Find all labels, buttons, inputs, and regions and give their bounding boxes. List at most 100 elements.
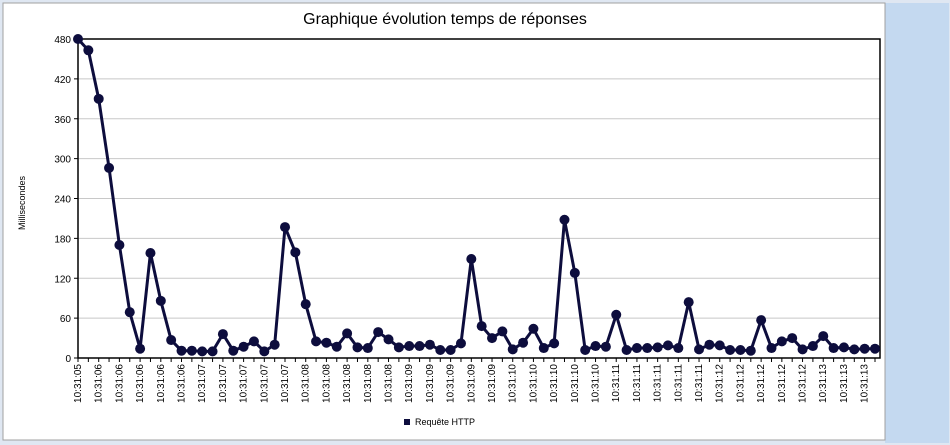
- x-tick-label: 10:31:07: [218, 364, 229, 403]
- point: [435, 345, 446, 356]
- y-tick-label: 0: [65, 354, 71, 365]
- point: [73, 34, 83, 44]
- y-tick-label: 120: [54, 274, 71, 285]
- x-tick-label: 10:31:08: [321, 364, 332, 403]
- point: [497, 326, 508, 337]
- point: [104, 162, 115, 173]
- y-tick-label: 180: [54, 234, 71, 245]
- y-tick-label: 360: [54, 115, 71, 126]
- point: [673, 343, 684, 354]
- point: [269, 339, 280, 350]
- point: [217, 329, 228, 340]
- x-tick-label: 10:31:09: [425, 364, 436, 403]
- point: [642, 343, 653, 354]
- x-tick-label: 10:31:08: [363, 364, 374, 403]
- x-tick-label: 10:31:09: [487, 364, 498, 403]
- x-tick-label: 10:31:12: [777, 364, 788, 403]
- point: [611, 309, 622, 320]
- point: [518, 337, 529, 348]
- point: [704, 339, 715, 350]
- point: [248, 336, 259, 347]
- x-tick-label: 10:31:07: [197, 364, 208, 403]
- point: [631, 343, 642, 354]
- x-tick-label: 10:31:12: [715, 364, 726, 403]
- point: [569, 267, 580, 278]
- point: [197, 346, 208, 357]
- chart-title: Graphique évolution temps de réponses: [303, 11, 587, 28]
- y-tick-label: 60: [60, 314, 72, 325]
- side-panel: [885, 3, 949, 443]
- point: [404, 341, 415, 352]
- x-tick-label: 10:31:10: [570, 364, 581, 403]
- point: [455, 338, 466, 349]
- x-tick-label: 10:31:12: [735, 364, 746, 403]
- x-tick-label: 10:31:10: [508, 364, 519, 403]
- x-tick-label: 10:31:13: [818, 364, 829, 403]
- point: [321, 337, 332, 348]
- legend-swatch: [404, 419, 410, 425]
- point: [725, 345, 736, 356]
- point: [362, 343, 373, 354]
- legend-label: Requête HTTP: [415, 417, 475, 427]
- y-tick-label: 300: [54, 155, 71, 166]
- x-tick-label: 10:31:08: [342, 364, 353, 403]
- x-tick-label: 10:31:11: [632, 364, 643, 403]
- point: [207, 346, 218, 357]
- point: [311, 336, 322, 347]
- x-tick-label: 10:31:10: [549, 364, 560, 403]
- point: [424, 339, 435, 350]
- point: [166, 335, 177, 346]
- point: [756, 315, 767, 326]
- point: [135, 343, 146, 354]
- point: [590, 341, 601, 352]
- point: [83, 45, 94, 56]
- x-tick-label: 10:31:07: [259, 364, 270, 403]
- point: [280, 222, 291, 233]
- point: [621, 345, 632, 356]
- point: [445, 345, 456, 356]
- point: [352, 342, 363, 353]
- point: [331, 341, 342, 352]
- point: [466, 253, 477, 264]
- point: [373, 327, 384, 338]
- point: [838, 342, 849, 353]
- point: [124, 307, 135, 318]
- x-tick-label: 10:31:08: [384, 364, 395, 403]
- point: [145, 247, 156, 258]
- point: [476, 321, 487, 332]
- point: [600, 341, 611, 352]
- point: [259, 346, 270, 357]
- point: [300, 299, 311, 310]
- plot-border: [77, 38, 881, 359]
- point: [93, 93, 104, 104]
- x-tick-label: 10:31:11: [694, 364, 705, 403]
- x-tick-label: 10:31:11: [673, 364, 684, 403]
- point: [114, 240, 125, 251]
- chart-frame: [2, 2, 886, 441]
- point: [155, 295, 166, 306]
- point: [528, 323, 539, 334]
- x-tick-label: 10:31:10: [528, 364, 539, 403]
- x-tick-label: 10:31:09: [446, 364, 457, 403]
- x-tick-label: 10:31:08: [301, 364, 312, 403]
- point: [745, 345, 756, 356]
- point: [859, 343, 870, 354]
- point: [766, 343, 777, 354]
- x-tick-label: 10:31:11: [611, 364, 622, 403]
- point: [487, 333, 498, 344]
- x-tick-label: 10:31:06: [156, 364, 167, 403]
- x-tick-label: 10:31:07: [239, 364, 250, 403]
- point: [797, 344, 808, 355]
- x-tick-label: 10:31:11: [653, 364, 664, 403]
- x-tick-label: 10:31:12: [798, 364, 809, 403]
- x-tick-label: 10:31:09: [466, 364, 477, 403]
- point: [342, 328, 353, 339]
- point: [559, 214, 570, 225]
- point: [849, 344, 860, 355]
- point: [683, 297, 694, 308]
- x-tick-label: 10:31:12: [756, 364, 767, 403]
- y-tick-label: 240: [54, 195, 71, 206]
- point: [787, 333, 798, 344]
- point: [580, 345, 591, 356]
- point: [383, 334, 394, 345]
